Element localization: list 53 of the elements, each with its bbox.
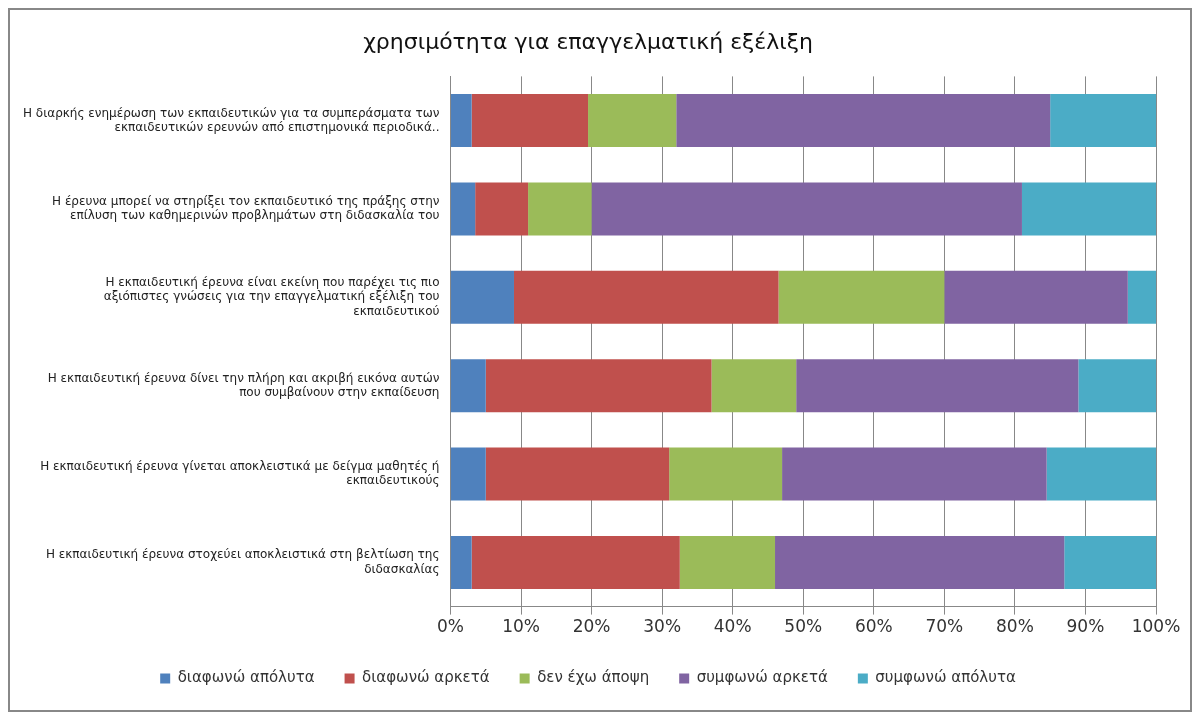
y-tick-label: Η εκπαιδευτική έρευνα δίνει την πλήρη και ακριβή εικόνα αυτών που συμβαίνουν στην εκπαίδευση <box>47 370 440 400</box>
bar <box>450 447 486 501</box>
x-tick-label: 20% <box>572 616 611 637</box>
bar <box>450 270 514 324</box>
x-tick-label: 70% <box>925 616 964 637</box>
y-tick-label: Η εκπαιδευτική έρευνα γίνεται αποκλειστικά με δείγμα μαθητές ή εκπαιδευτικούς <box>40 458 440 488</box>
bar <box>796 359 1079 413</box>
bar <box>1078 359 1156 413</box>
legend-label: διαφωνώ αρκετά <box>362 668 490 687</box>
bar <box>775 535 1065 589</box>
bar <box>471 94 589 148</box>
bar <box>1127 270 1156 324</box>
x-tick-label: 10% <box>502 616 540 637</box>
bar <box>782 447 1047 501</box>
x-tick-label: 40% <box>713 616 752 637</box>
y-tick-label: Η διαρκής ενημέρωση των εκπαιδευτικών για τα συμπεράσματα των εκπαιδευτικών ερευνών από επιστημονικά περιοδικά.. <box>23 105 440 134</box>
bar <box>450 94 472 148</box>
bar <box>485 447 670 501</box>
legend-label: συμφωνώ αρκετά <box>696 668 828 687</box>
bar <box>475 182 529 236</box>
bar <box>944 270 1128 324</box>
chart-title: χρησιμότητα για επαγγελματική εξέλιξη <box>363 28 813 54</box>
y-tick-label: Η εκπαιδευτική έρευνα είναι εκείνη που παρέχει τις πιο αξιόπιστες γνώσεις για την επαγγελματική εξέλιξη του εκπαιδευτικού <box>103 275 440 318</box>
legend-label: διαφωνώ απόλυτα <box>177 668 315 687</box>
x-tick-label: 80% <box>996 616 1034 637</box>
bar <box>450 359 486 413</box>
x-tick-label: 0% <box>436 616 464 637</box>
bar <box>1021 182 1156 236</box>
bar <box>679 535 776 589</box>
bar <box>778 270 945 324</box>
bar <box>471 535 680 589</box>
bar <box>450 182 476 236</box>
bar <box>485 359 712 413</box>
bar <box>591 182 1022 236</box>
x-tick-label: 30% <box>643 616 682 637</box>
bar <box>676 94 1051 148</box>
bar <box>513 270 779 324</box>
bar <box>1046 447 1156 501</box>
bar <box>1050 94 1156 148</box>
x-tick-label: 90% <box>1066 616 1105 637</box>
bar <box>669 447 783 501</box>
bar <box>450 535 472 589</box>
x-tick-label: 60% <box>854 616 893 637</box>
legend-label: συμφωνώ απόλυτα <box>875 668 1016 687</box>
legend-label: δεν έχω άποψη <box>537 668 650 687</box>
bar <box>528 182 592 236</box>
x-tick-label: 100% <box>1131 616 1181 637</box>
y-tick-label: Η εκπαιδευτική έρευνα στοχεύει αποκλειστικά στη βελτίωση της διδασκαλίας <box>45 547 440 576</box>
bar <box>711 359 797 413</box>
x-tick-label: 50% <box>784 616 823 637</box>
bar <box>1064 535 1156 589</box>
y-tick-label: Η έρευνα μπορεί να στηρίξει τον εκπαιδευτικό της πράξης στην επίλυση των καθημερινών προβλημάτων στη διδασκαλία του <box>52 193 440 223</box>
bar <box>588 94 677 148</box>
